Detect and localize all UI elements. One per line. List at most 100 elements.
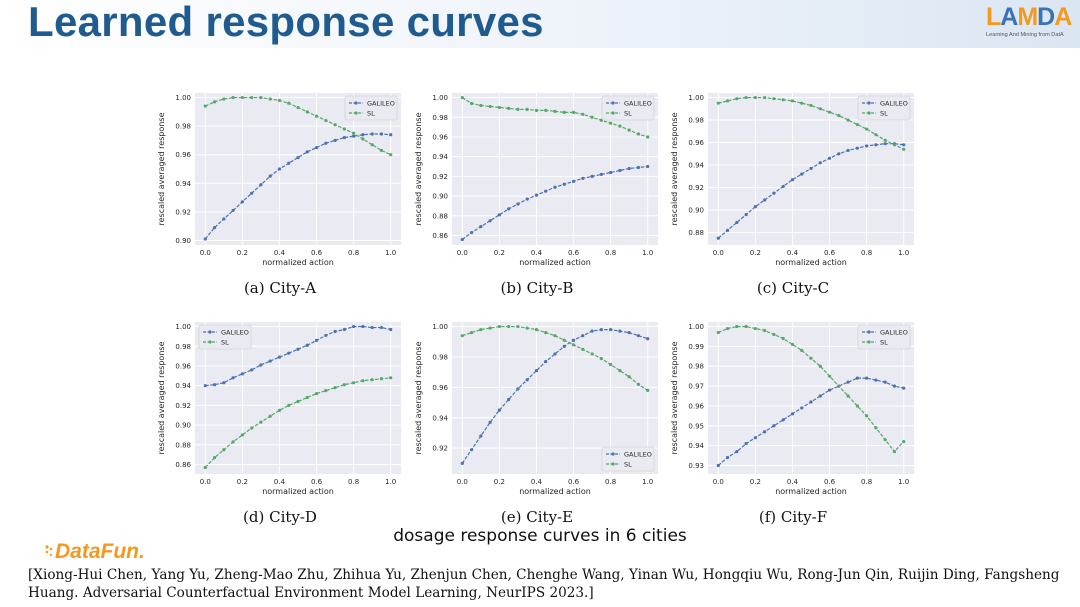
data-point-galileo <box>296 155 300 160</box>
data-point-galileo <box>469 230 474 235</box>
data-point-galileo <box>469 448 474 452</box>
data-point-galileo <box>571 338 576 342</box>
data-point-galileo <box>389 133 393 137</box>
data-point-sl <box>571 343 576 347</box>
data-point-sl <box>379 148 384 153</box>
y-tick-label: 0.94 <box>688 162 704 170</box>
legend-box <box>601 95 655 121</box>
chart-city-a: 0.0 0.2 0.4 0.6 0.8 1.0 0.90 0.92 0.94 0.96 0.98 1.… <box>157 93 401 267</box>
lamda-logo-letter: A <box>1000 3 1018 31</box>
data-point-galileo <box>883 380 887 384</box>
x-axis-label: normalized action <box>519 258 591 267</box>
y-tick-label: 0.96 <box>175 362 191 370</box>
x-tick-label: 0.8 <box>348 249 359 257</box>
data-point-sl <box>342 127 346 131</box>
x-tick-label: 0.8 <box>605 249 616 257</box>
datafun-logo: DataFun. <box>44 540 145 564</box>
y-axis-label: rescaled averaged response <box>670 341 679 454</box>
x-tick-label: 0.8 <box>605 478 616 486</box>
y-tick-label: 0.92 <box>688 184 704 192</box>
data-point-sl <box>333 123 337 127</box>
data-point-galileo <box>212 225 217 230</box>
data-point-galileo <box>609 328 613 332</box>
data-point-galileo <box>268 174 272 178</box>
data-point-sl <box>212 100 217 104</box>
data-point-galileo <box>222 381 226 385</box>
data-point-galileo <box>250 191 254 195</box>
data-point-sl <box>763 328 767 333</box>
legend-marker-sl <box>208 340 212 344</box>
data-point-galileo <box>772 424 776 428</box>
y-axis-label: rescaled averaged response <box>670 112 679 225</box>
chart-caption: (e) City-E <box>500 508 574 526</box>
data-point-sl <box>562 338 566 342</box>
data-point-sl <box>370 378 374 382</box>
data-point-galileo <box>488 219 492 223</box>
legend-label: SL <box>880 339 888 347</box>
data-point-galileo <box>240 200 244 204</box>
chart-panel-city-d: 0.0 0.2 0.4 0.6 0.8 1.0 0.86 0.88 0.90 0.92 0.94 0.… <box>155 316 405 526</box>
data-point-galileo <box>562 344 566 348</box>
data-point-sl <box>599 356 603 361</box>
x-tick-label: 0.0 <box>200 478 211 486</box>
data-point-galileo <box>287 351 291 355</box>
datafun-logo-text: DataFun. <box>55 540 145 563</box>
y-tick-label: 1.00 <box>432 323 448 331</box>
chart-caption: (b) City-B <box>500 279 574 297</box>
x-tick-label: 0.6 <box>568 249 580 257</box>
data-point-sl <box>571 110 576 114</box>
y-tick-label: 0.96 <box>432 133 448 141</box>
data-point-galileo <box>333 138 337 143</box>
x-tick-label: 0.6 <box>824 478 836 486</box>
legend-label: SL <box>367 110 375 118</box>
legend-box <box>601 446 655 472</box>
data-point-sl <box>892 143 897 147</box>
y-tick-label: 0.97 <box>688 383 704 391</box>
data-point-sl <box>874 426 878 430</box>
series-line-sl <box>461 97 648 138</box>
data-point-galileo <box>800 172 804 176</box>
y-tick-label: 0.96 <box>688 402 704 410</box>
x-tick-label: 0.6 <box>824 249 836 257</box>
data-point-galileo <box>231 208 235 213</box>
legend-label: SL <box>880 110 888 118</box>
lamda-logo-letters: LAMDA <box>986 4 1072 30</box>
data-point-sl <box>314 391 319 396</box>
data-point-sl <box>581 347 585 351</box>
data-point-galileo <box>772 191 776 195</box>
data-point-sl <box>497 105 501 110</box>
data-point-sl <box>716 330 720 335</box>
data-point-galileo <box>324 333 328 338</box>
legend-label: GALILEO <box>624 451 652 459</box>
data-point-galileo <box>544 189 548 193</box>
y-tick-label: 0.92 <box>175 402 191 410</box>
data-point-galileo <box>790 178 795 182</box>
data-point-galileo <box>846 380 850 384</box>
chart-caption: (d) City-D <box>243 508 317 526</box>
data-point-galileo <box>874 143 878 147</box>
data-point-sl <box>725 326 730 331</box>
data-point-galileo <box>525 197 529 201</box>
data-point-galileo <box>818 394 822 398</box>
data-point-galileo <box>846 148 850 153</box>
y-tick-label: 0.92 <box>175 208 191 216</box>
data-point-sl <box>809 356 813 360</box>
data-point-sl <box>469 101 474 106</box>
data-point-galileo <box>389 327 393 332</box>
x-tick-label: 1.0 <box>385 478 396 486</box>
data-point-galileo <box>744 212 748 217</box>
y-tick-label: 0.98 <box>432 353 448 361</box>
data-point-galileo <box>250 368 254 372</box>
data-point-sl <box>212 456 217 460</box>
data-point-galileo <box>865 376 869 380</box>
data-point-sl <box>846 394 850 398</box>
data-point-galileo <box>744 442 748 446</box>
data-point-sl <box>855 122 859 127</box>
y-tick-label: 0.88 <box>688 229 704 237</box>
y-tick-label: 0.99 <box>688 343 704 351</box>
data-point-galileo <box>818 161 822 165</box>
data-point-sl <box>231 440 235 444</box>
data-point-sl <box>469 331 474 335</box>
data-point-sl <box>525 107 529 111</box>
data-point-sl <box>627 375 631 379</box>
